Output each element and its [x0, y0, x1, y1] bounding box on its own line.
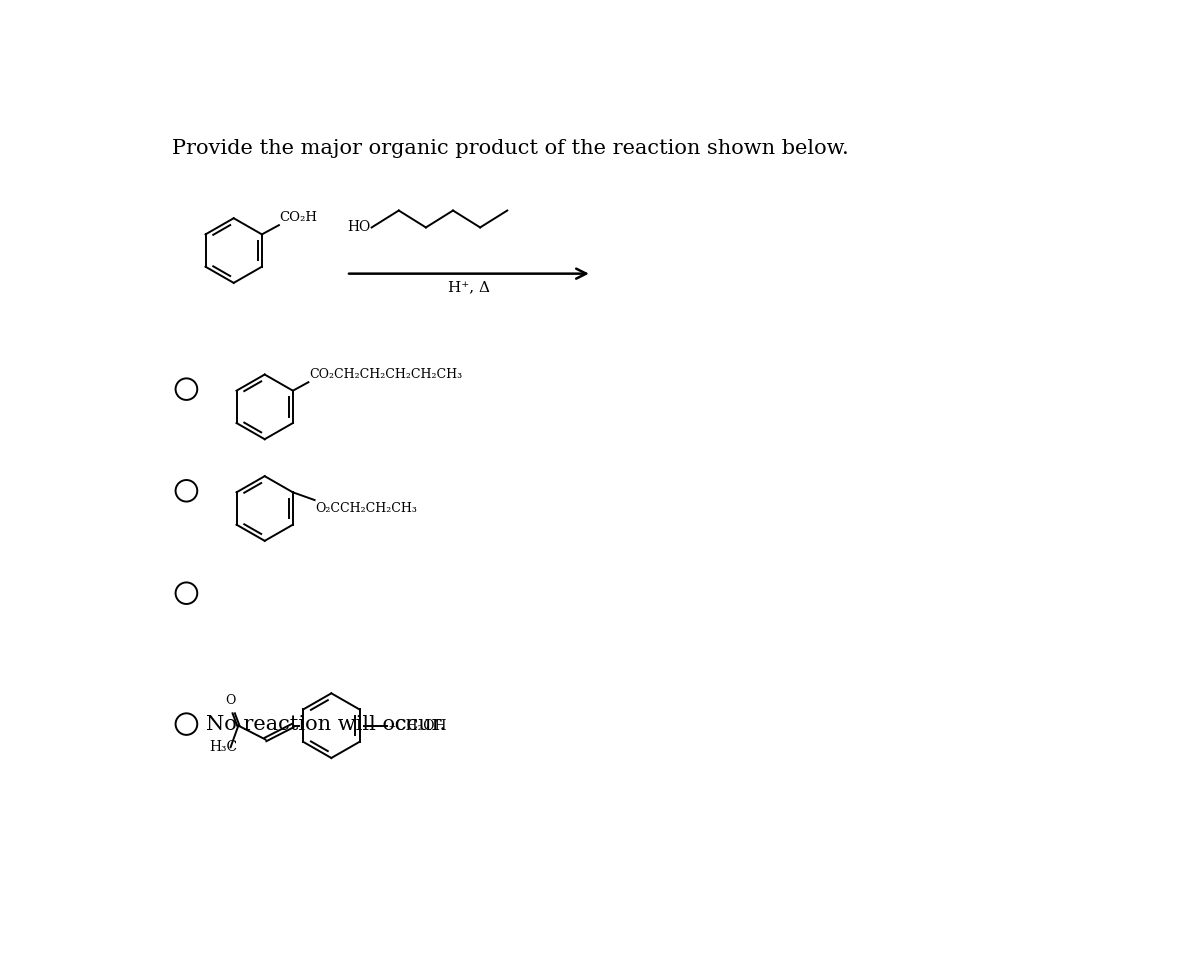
Text: CO₂CH₂CH₂CH₂CH₂CH₃: CO₂CH₂CH₂CH₂CH₂CH₃	[310, 369, 462, 381]
Text: Provide the major organic product of the reaction shown below.: Provide the major organic product of the…	[172, 139, 848, 158]
Text: –CH₂OH: –CH₂OH	[389, 719, 448, 732]
Text: O: O	[226, 694, 235, 707]
Text: HO: HO	[348, 220, 371, 234]
Text: H₃C: H₃C	[210, 740, 238, 755]
Text: O₂CCH₂CH₂CH₃: O₂CCH₂CH₂CH₃	[316, 502, 418, 514]
Text: No reaction will occur.: No reaction will occur.	[206, 715, 446, 733]
Text: CO₂H: CO₂H	[280, 210, 318, 224]
Text: H⁺, Δ: H⁺, Δ	[448, 280, 490, 293]
